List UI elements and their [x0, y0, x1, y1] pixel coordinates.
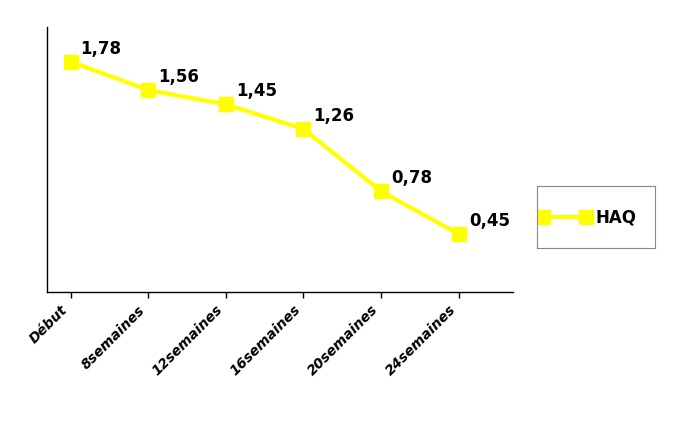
Text: HAQ: HAQ	[595, 208, 637, 226]
Text: 1,56: 1,56	[158, 68, 199, 86]
Text: 1,26: 1,26	[313, 107, 354, 125]
Text: 0,78: 0,78	[391, 169, 432, 187]
Text: 1,78: 1,78	[80, 40, 122, 58]
Text: 1,45: 1,45	[236, 82, 277, 101]
Text: 0,45: 0,45	[468, 212, 510, 230]
